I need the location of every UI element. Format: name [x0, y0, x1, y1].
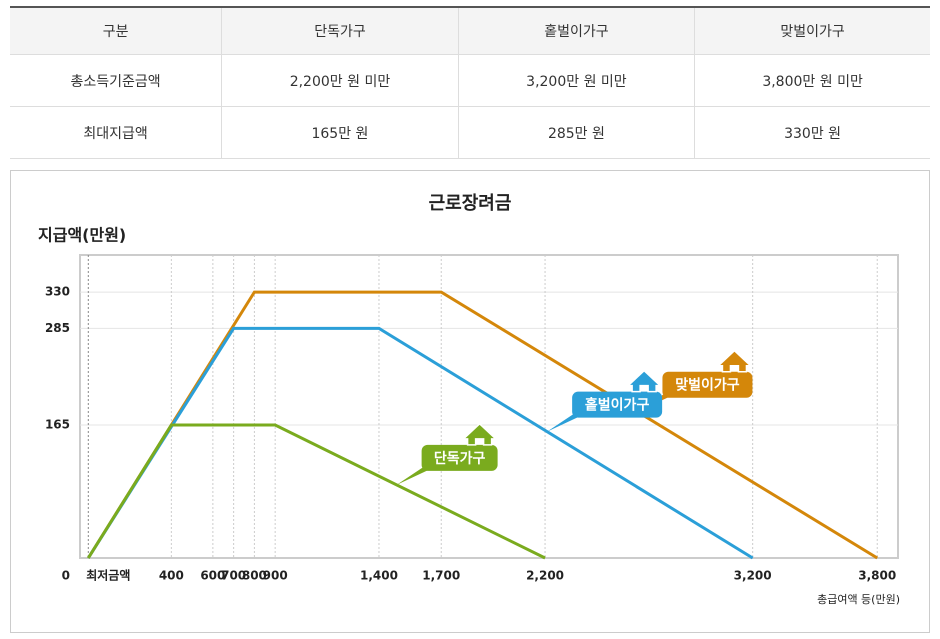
x-tick-label: 400 [159, 569, 184, 583]
cell: 최대지급액 [10, 106, 222, 159]
x-tick-label: 900 [263, 569, 288, 583]
x-tick-label: 2,200 [526, 569, 564, 583]
house-icon [626, 369, 663, 393]
chart-frame [10, 170, 930, 633]
cell: 총소득기준금액 [10, 54, 222, 107]
cell: 2,200만 원 미만 [221, 54, 459, 107]
series-badge: 홑벌이가구 [547, 369, 663, 432]
cell: 3,800만 원 미만 [694, 54, 930, 107]
y-tick-label: 285 [45, 321, 70, 335]
badge-box [421, 444, 498, 471]
x-axis-label: 총급여액 등(만원) [817, 593, 900, 606]
x-tick-label: 1,700 [422, 569, 460, 583]
badge-box [572, 391, 663, 418]
header-row: 구분 단독가구 홑벌이가구 맞벌이가구 [10, 7, 930, 55]
legend-label: 홑벌이가구 [585, 397, 650, 414]
cell: 285만 원 [457, 106, 695, 159]
header-cell: 맞벌이가구 [694, 7, 930, 55]
series-badge: 맞벌이가구 [637, 349, 753, 412]
x-tick-label: 700 [221, 569, 246, 583]
header-cell: 구분 [10, 7, 222, 55]
y-tick-label: 165 [45, 418, 70, 432]
series-badge: 단독가구 [396, 422, 498, 485]
x-tick-label: 800 [242, 569, 267, 583]
x-tick-label: 3,800 [858, 569, 896, 583]
legend-label: 맞벌이가구 [675, 377, 740, 394]
cell: 3,200만 원 미만 [457, 54, 695, 107]
y-tick-label: 0 [62, 569, 70, 583]
badge-box [662, 371, 753, 398]
row: 총소득기준금액 2,200만 원 미만 3,200만 원 미만 3,800만 원… [10, 54, 930, 107]
x-tick-label: 3,200 [734, 569, 772, 583]
legend-label: 단독가구 [434, 450, 486, 467]
plot-area [79, 254, 899, 559]
header-cell: 단독가구 [221, 7, 459, 55]
cell: 330만 원 [694, 106, 930, 159]
y-axis-label: 지급액(만원) [38, 226, 126, 245]
row: 최대지급액 165만 원 285만 원 330만 원 [10, 106, 930, 159]
y-tick-label: 330 [45, 285, 70, 299]
house-icon [716, 349, 753, 373]
x-tick-label: 600 [200, 569, 225, 583]
header-cell: 홑벌이가구 [457, 7, 695, 55]
series-line [87, 423, 546, 560]
x-tick-label: 최저금액 [86, 568, 130, 583]
info-table: 구분 단독가구 홑벌이가구 맞벌이가구 총소득기준금액 2,200만 원 미만 … [10, 6, 930, 159]
chart-title: 근로장려금 [429, 193, 512, 214]
house-icon [461, 422, 498, 446]
x-tick-label: 1,400 [360, 569, 398, 583]
cell: 165만 원 [221, 106, 459, 159]
